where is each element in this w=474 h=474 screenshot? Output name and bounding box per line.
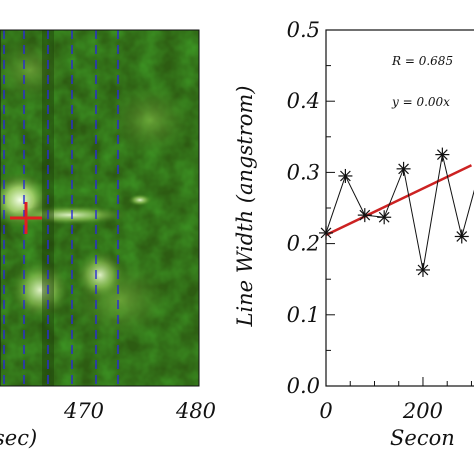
y-tick-label: 0.2 [287,232,320,256]
left-x-tick-label: 470 [63,399,104,423]
data-point [377,210,392,225]
y-tick-label: 0.0 [287,374,320,398]
data-point [357,208,372,223]
y-tick-label: 0.1 [287,303,320,327]
left-x-tick-label: 480 [175,399,216,423]
bright-streak [10,205,130,225]
data-point [396,161,411,176]
bright-patch [75,250,125,300]
data-point [338,168,353,183]
right-scatter-panel: 0.0 0.1 0.2 0.3 0.4 0.5 0 200 R = 0.685 y = 0.… [233,18,474,450]
x-axis-ticks: 0 200 [319,377,472,423]
y-axis-label: Line Width (angstrom) [233,86,257,328]
left-image-panel: 470 480 sec) [0,29,216,450]
y-tick-label: 0.3 [287,160,320,184]
data-point [435,147,450,162]
image-frame [0,29,200,387]
left-x-axis-label: sec) [0,426,37,450]
image-feature [105,80,195,160]
data-point [415,262,430,277]
cross-marker [10,202,42,234]
dark-lane [42,30,54,386]
x-tick-label: 0 [319,399,332,423]
bright-patch [10,260,70,320]
correlation-annotation: R = 0.685 [391,54,453,68]
x-tick-label: 200 [402,399,443,423]
y-axis-ticks: 0.0 0.1 0.2 0.3 0.4 0.5 [287,18,335,398]
fit-equation-annotation: y = 0.00x [391,95,450,109]
bright-patch [128,194,152,206]
image-feature [0,35,70,105]
left-x-ticks: 470 480 [63,399,216,423]
plot-frame [325,29,474,387]
data-series [319,147,474,277]
y-tick-label: 0.5 [287,18,320,42]
y-tick-label: 0.4 [287,89,320,113]
x-axis-label: Secon [390,426,455,450]
data-point [454,229,469,244]
data-point [319,225,333,240]
